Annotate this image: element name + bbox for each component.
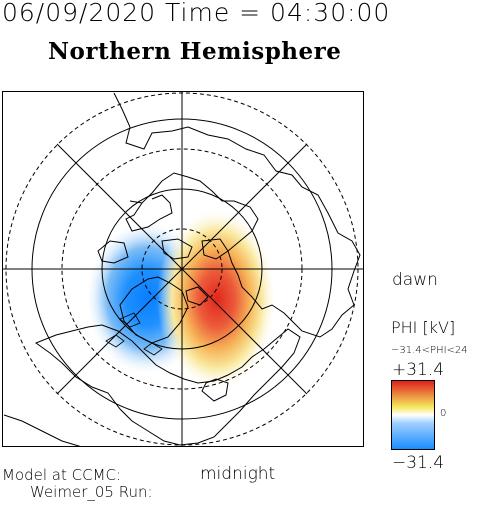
map-frame — [2, 91, 364, 447]
meridian-grid — [2, 91, 364, 447]
positive-potential-cell — [157, 207, 277, 391]
dawn-label: dawn — [392, 270, 438, 290]
date-time-title: 06/09/2020 Time = 04:30:00 — [2, 0, 391, 27]
hemisphere-title: Northern Hemisphere — [48, 38, 342, 65]
colorbar-title: PHI [kV] — [391, 318, 456, 337]
colorbar-gradient — [391, 380, 435, 450]
midnight-label: midnight — [200, 464, 276, 484]
colorbar-range-text: −31.4<PHI<24 — [391, 346, 468, 356]
colorbar-max-label: +31.4 — [392, 360, 445, 380]
coastlines — [3, 92, 361, 447]
archipelago — [105, 312, 163, 356]
run-label: Weimer_05 Run: — [30, 483, 153, 501]
polar-potential-map — [2, 91, 364, 447]
colorbar-min-label: −31.4 — [392, 453, 445, 473]
model-label: Model at CCMC: — [2, 466, 122, 484]
colorbar-zero-label: 0 — [440, 408, 447, 419]
